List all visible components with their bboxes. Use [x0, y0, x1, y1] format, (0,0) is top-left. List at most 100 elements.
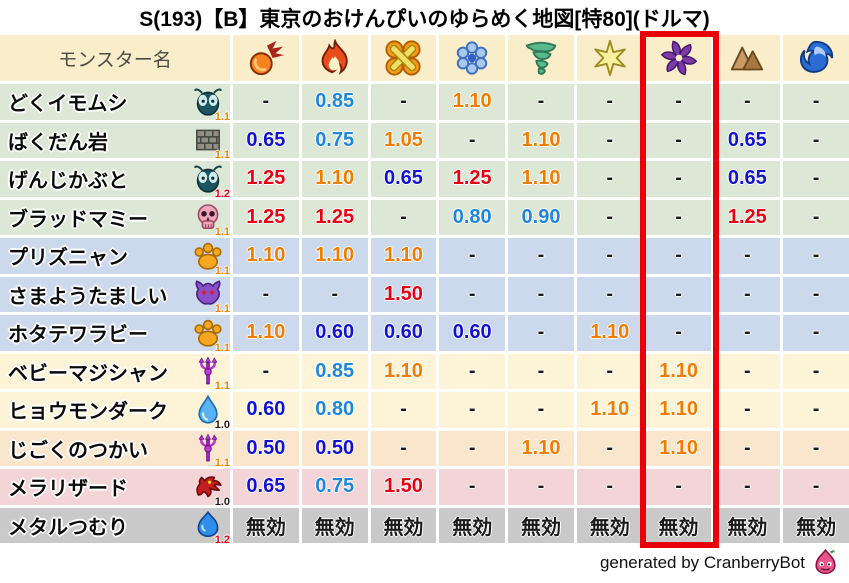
cranberrybot-slime-icon — [810, 547, 841, 578]
monster-name: プリズニャン — [8, 247, 128, 270]
resistance-cell: - — [576, 469, 643, 505]
monster-family-icon-wrap: 1.0 — [192, 394, 230, 431]
resistance-value: - — [262, 282, 270, 305]
resistance-cell: 1.10 — [645, 430, 712, 466]
resistance-cell: 1.25 — [233, 161, 299, 197]
bang-icon — [384, 39, 422, 77]
monster-multiplier: 1.2 — [214, 534, 230, 547]
resistance-cell: - — [645, 276, 712, 312]
resistance-value: 1.25 — [727, 205, 767, 228]
resistance-cell: 1.10 — [508, 122, 574, 158]
resistance-cell: - — [645, 199, 712, 235]
element-header-cell — [576, 35, 643, 81]
monster-name-cell: プリズニャン 1.1 — [0, 238, 230, 277]
resistance-cell: 無効 — [645, 507, 712, 543]
page-title: S(193)【B】東京のおけんぴいのゆらめく地図[特80](ドルマ) — [139, 8, 710, 31]
resistance-cell: 1.25 — [301, 199, 368, 235]
resistance-cell: - — [783, 161, 849, 197]
resistance-cell: - — [645, 469, 712, 505]
resistance-value: - — [812, 244, 820, 267]
resistance-value: 1.10 — [659, 359, 699, 382]
monster-multiplier: 1.0 — [214, 495, 230, 508]
resistance-cell: 1.10 — [508, 430, 574, 466]
resistance-cell: 無効 — [233, 507, 299, 543]
resistance-value: - — [675, 205, 682, 228]
resistance-value: - — [812, 398, 820, 421]
resistance-value: - — [675, 475, 682, 498]
resistance-cell: 0.50 — [233, 430, 299, 466]
resistance-cell: - — [714, 84, 781, 120]
resistance-cell: 無効 — [439, 507, 506, 543]
monster-family-icon-wrap: 1.1 — [192, 86, 230, 123]
resistance-value: 無効 — [796, 516, 837, 539]
monster-name: ホタテワラビー — [8, 324, 148, 347]
resistance-value: 1.25 — [315, 205, 355, 228]
resistance-value: 1.25 — [246, 205, 286, 228]
resistance-value: 1.10 — [659, 398, 699, 421]
resistance-cell: - — [576, 238, 643, 274]
resistance-value: - — [675, 167, 682, 190]
monster-name-header-label: モンスター名 — [58, 49, 172, 71]
resistance-value: - — [537, 359, 545, 382]
resistance-cell: - — [783, 276, 849, 312]
resistance-value: 0.75 — [315, 128, 355, 151]
resistance-cell: - — [714, 430, 781, 466]
resistance-cell: 1.10 — [645, 353, 712, 389]
resistance-cell: 0.65 — [233, 469, 299, 505]
resistance-value: 1.10 — [246, 321, 286, 344]
resistance-cell: - — [301, 276, 368, 312]
resistance-value: 1.10 — [452, 90, 492, 113]
monster-name: メラリザード — [8, 478, 128, 501]
resistance-value: - — [468, 359, 476, 382]
element-header-cell — [301, 35, 368, 81]
resistance-cell: 1.50 — [370, 276, 437, 312]
resistance-value: - — [606, 128, 614, 151]
resistance-cell: - — [576, 276, 643, 312]
resistance-value: 無効 — [314, 516, 355, 539]
resistance-value: 1.10 — [521, 128, 561, 151]
resistance-cell: - — [576, 199, 643, 235]
monster-name: ばくだん岩 — [8, 131, 108, 154]
resistance-value: - — [606, 167, 614, 190]
resistance-cell: 0.60 — [439, 315, 506, 351]
resistance-value: - — [743, 436, 751, 459]
resistance-value: 0.80 — [315, 398, 355, 421]
resistance-cell: - — [370, 199, 437, 235]
resistance-cell: - — [439, 122, 506, 158]
monster-name: さまようたましい — [8, 285, 168, 308]
ice-icon — [453, 39, 491, 77]
resistance-cell: - — [370, 392, 437, 428]
resistance-value: - — [606, 244, 614, 267]
resistance-cell: 1.10 — [645, 392, 712, 428]
meteor-icon — [247, 39, 285, 77]
resistance-cell: 1.10 — [301, 238, 368, 274]
resistance-cell: - — [645, 238, 712, 274]
resistance-value: 無効 — [383, 516, 424, 539]
monster-name-cell: ホタテワラビー 1.1 — [0, 315, 230, 354]
resistance-cell: - — [645, 161, 712, 197]
resistance-value: 1.50 — [383, 282, 423, 305]
resistance-value: - — [743, 475, 751, 498]
resistance-value: - — [675, 128, 682, 151]
resistance-cell: 無効 — [301, 507, 368, 543]
resistance-value: - — [400, 205, 407, 228]
resistance-cell: - — [439, 430, 506, 466]
resistance-value: 無効 — [658, 516, 699, 539]
resistance-cell: 0.65 — [714, 161, 781, 197]
element-header-cell — [645, 35, 712, 81]
resistance-value: 0.65 — [727, 167, 767, 190]
resistance-value: - — [262, 359, 270, 382]
monster-name: じごくのつかい — [8, 439, 148, 462]
resistance-cell: 0.60 — [370, 315, 437, 351]
resistance-value: - — [743, 359, 751, 382]
resistance-value: - — [537, 90, 545, 113]
resistance-cell: - — [439, 469, 506, 505]
credit-text: generated by CranberryBot — [599, 552, 805, 572]
resistance-cell: 0.65 — [233, 122, 299, 158]
resistance-value: - — [675, 90, 682, 113]
resistance-cell: - — [576, 84, 643, 120]
resistance-cell: - — [714, 392, 781, 428]
resistance-value: - — [400, 436, 407, 459]
resistance-cell: 0.50 — [301, 430, 368, 466]
resistance-value: - — [675, 244, 682, 267]
